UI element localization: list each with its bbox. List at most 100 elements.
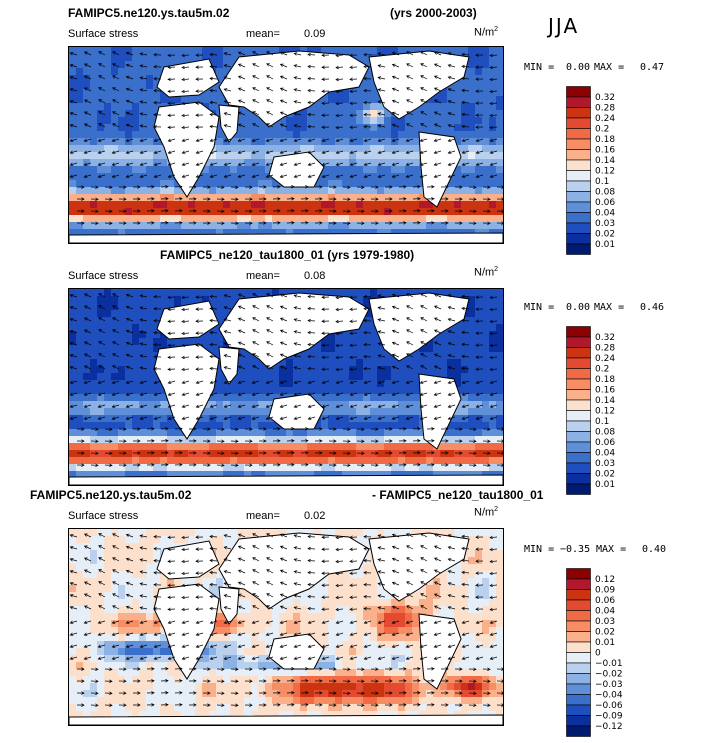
field-cell [76, 124, 84, 132]
field-cell [489, 310, 497, 318]
field-cell [76, 75, 84, 83]
field-cell [69, 201, 77, 209]
field-cell [356, 387, 364, 395]
field-cell [83, 103, 91, 111]
field-cell [279, 450, 287, 458]
field-cell [335, 338, 343, 346]
field-cell [475, 443, 483, 451]
field-cell [90, 345, 98, 353]
field-cell [412, 394, 420, 402]
field-cell [419, 366, 427, 374]
field-cell [146, 138, 154, 146]
field-cell [167, 222, 175, 230]
field-cell [97, 180, 105, 188]
field-cell [314, 145, 322, 153]
field-cell [363, 194, 371, 202]
field-cell [342, 110, 350, 118]
field-cell [181, 338, 189, 346]
field-cell [286, 201, 294, 209]
field-cell [76, 338, 84, 346]
field-cell [349, 338, 357, 346]
field-cell [118, 324, 126, 332]
field-cell [307, 117, 315, 125]
field-cell [286, 215, 294, 223]
field-cell [370, 166, 378, 174]
field-cell [104, 166, 112, 174]
field-cell [272, 429, 280, 437]
field-cell [349, 443, 357, 451]
field-cell [272, 187, 280, 195]
field-cell [69, 208, 77, 216]
field-cell [139, 180, 147, 188]
field-cell [258, 47, 266, 55]
field-cell [328, 380, 336, 388]
field-cell [272, 215, 280, 223]
field-cell [90, 75, 98, 83]
field-cell [118, 338, 126, 346]
field-cell [328, 117, 336, 125]
colorbar-swatch [567, 118, 591, 129]
field-cell [468, 152, 476, 160]
field-cell [286, 145, 294, 153]
field-cell [384, 359, 392, 367]
field-cell [202, 215, 210, 223]
field-cell [118, 380, 126, 388]
field-cell [314, 345, 322, 353]
field-cell [76, 145, 84, 153]
field-cell [384, 152, 392, 160]
field-cell [97, 75, 105, 83]
field-cell [97, 415, 105, 423]
field-cell [391, 194, 399, 202]
field-cell [139, 310, 147, 318]
field-cell [195, 215, 203, 223]
field-cell [405, 450, 413, 458]
field-cell [174, 429, 182, 437]
field-cell [279, 457, 287, 465]
field-cell [118, 289, 126, 297]
field-cell [370, 215, 378, 223]
field-cell [195, 187, 203, 195]
panel1-mean-value: 0.09 [304, 28, 325, 40]
field-cell [405, 215, 413, 223]
field-cell [468, 331, 476, 339]
field-cell [454, 338, 462, 346]
field-cell [307, 359, 315, 367]
field-cell [125, 450, 133, 458]
field-cell [314, 138, 322, 146]
field-cell [83, 194, 91, 202]
field-cell [349, 422, 357, 430]
field-cell [482, 215, 490, 223]
field-cell [216, 166, 224, 174]
field-cell [468, 145, 476, 153]
field-cell [328, 201, 336, 209]
field-cell [300, 187, 308, 195]
field-cell [349, 408, 357, 416]
field-cell [356, 415, 364, 423]
field-cell [412, 152, 420, 160]
field-cell [370, 457, 378, 465]
field-cell [440, 103, 448, 111]
field-cell [489, 117, 497, 125]
field-cell [181, 208, 189, 216]
field-cell [244, 289, 252, 297]
field-cell [412, 443, 420, 451]
field-cell [76, 296, 84, 304]
field-cell [90, 61, 98, 69]
field-cell [244, 380, 252, 388]
field-cell [412, 366, 420, 374]
field-cell [363, 180, 371, 188]
field-cell [139, 422, 147, 430]
field-cell [132, 359, 140, 367]
field-cell [461, 443, 469, 451]
field-cell [384, 457, 392, 465]
field-cell [363, 324, 371, 332]
field-cell [118, 138, 126, 146]
field-cell [349, 47, 357, 55]
field-cell [83, 208, 91, 216]
field-cell [230, 201, 238, 209]
field-cell [405, 415, 413, 423]
field-cell [146, 289, 154, 297]
field-cell [440, 457, 448, 465]
field-cell [468, 75, 476, 83]
field-cell [118, 96, 126, 104]
